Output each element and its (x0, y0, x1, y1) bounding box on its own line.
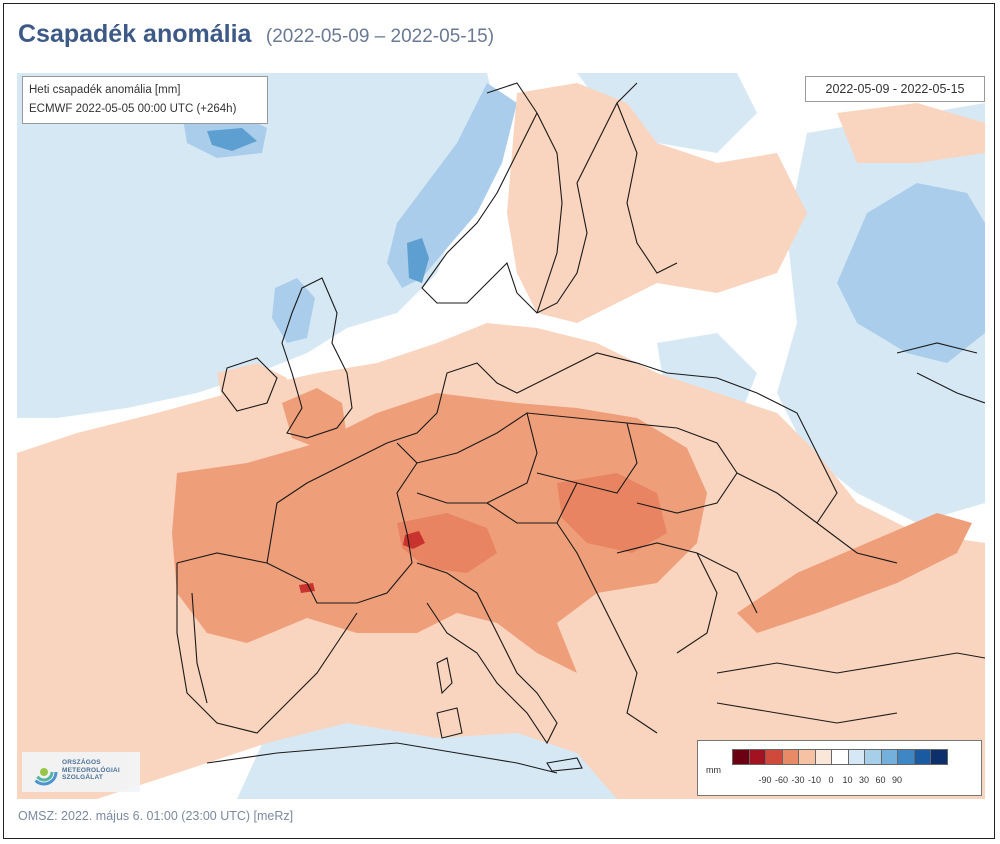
info-line-1: Heti csapadék anomália [mm] (29, 84, 181, 96)
legend-tick-label: 30 (858, 775, 870, 785)
legend-ticks: -90 -60 -30 -10 0 10 30 60 90 (732, 775, 972, 789)
england-mid-orange (282, 388, 347, 448)
logo-line-3: SZOLGÁLAT (62, 774, 104, 781)
color-legend: mm -90 -60 -30 -10 0 10 30 60 90 (697, 740, 982, 796)
legend-swatch (913, 749, 931, 765)
scandinavia-light-orange (507, 83, 807, 323)
atlantic-light-blue (17, 73, 497, 418)
date-range-box: 2022-05-09 - 2022-05-15 (805, 76, 985, 102)
legend-swatch (765, 749, 783, 765)
legend-swatch (847, 749, 865, 765)
legend-colorbar (732, 749, 948, 765)
legend-tick-label: -90 (758, 775, 772, 785)
atlantic-dark-blue (207, 128, 257, 151)
legend-swatch (814, 749, 832, 765)
omsz-logo: ORSZÁGOS METEOROLÓGIAI SZOLGÁLAT (22, 752, 140, 792)
iberia-mid-orange (187, 553, 307, 633)
legend-tick-label: 0 (828, 775, 834, 785)
hungary-dark-orange (557, 473, 667, 553)
russia-mid-blue (837, 183, 985, 363)
legend-tick-label: -30 (791, 775, 805, 785)
country-borders (176, 82, 985, 774)
info-line-2: ECMWF 2022-05-05 00:00 UTC (+264h) (29, 103, 237, 115)
ireland-light-orange (217, 363, 287, 413)
omsz-logo-text: ORSZÁGOS METEOROLÓGIAI SZOLGÁLAT (62, 759, 120, 782)
legend-swatch (880, 749, 898, 765)
legend-swatch (930, 749, 948, 765)
north-sea-light-blue (577, 73, 757, 153)
legend-swatch (798, 749, 816, 765)
legend-swatch (831, 749, 849, 765)
footer-credit: OMSZ: 2022. május 6. 01:00 (23:00 UTC) [… (18, 809, 294, 823)
alps-dark-orange (397, 513, 497, 573)
page-subtitle: (2022-05-09 – 2022-05-15) (265, 26, 495, 47)
east-light-orange (837, 103, 985, 163)
legend-tick-label: 10 (842, 775, 853, 785)
legend-unit: mm (706, 765, 721, 775)
legend-swatch (897, 749, 915, 765)
legend-swatch (732, 749, 750, 765)
legend-swatch (781, 749, 799, 765)
logo-line-1: ORSZÁGOS (62, 759, 101, 766)
legend-tick-label: -10 (807, 775, 822, 785)
legend-swatch (748, 749, 766, 765)
norway-mid-blue (387, 83, 517, 288)
legend-tick-label: 90 (891, 775, 903, 785)
legend-swatch (864, 749, 882, 765)
legend-tick-label: -60 (774, 775, 789, 785)
anomaly-map[interactable] (17, 73, 985, 799)
logo-line-2: METEOROLÓGIAI (62, 766, 120, 774)
balkan-mid-orange (737, 513, 972, 633)
norway-dark-blue (407, 238, 429, 283)
omsz-logo-icon (30, 758, 58, 786)
info-box: Heti csapadék anomália [mm] ECMWF 2022-0… (22, 76, 268, 124)
title-row: Csapadék anomália (2022-05-09 – 2022-05-… (18, 20, 494, 49)
page-title: Csapadék anomália (18, 20, 252, 48)
legend-tick-label: 60 (875, 775, 886, 785)
map-canvas (17, 73, 985, 799)
